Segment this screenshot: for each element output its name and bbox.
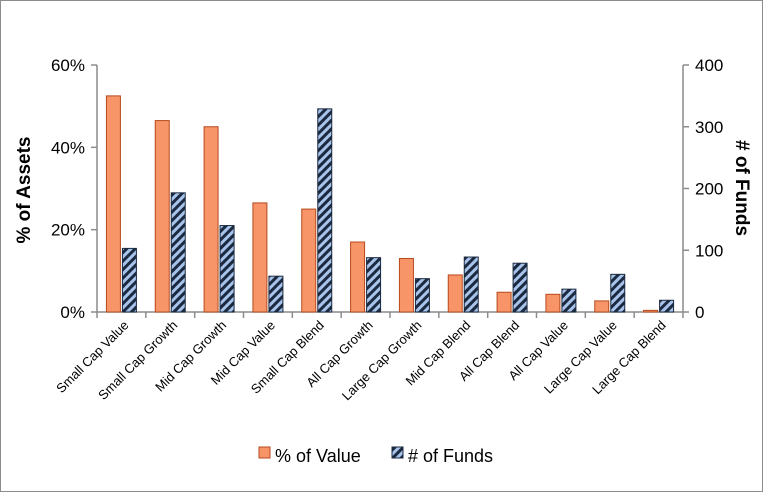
right-tick-label: 100 [695,241,723,260]
bar-funds [219,225,235,313]
bar-value [301,208,317,313]
bar-value [447,274,463,313]
bar-funds [561,288,577,313]
left-tick-label: 40% [51,138,85,157]
bar-value [252,202,268,313]
bar-funds [317,108,333,313]
left-tick-label: 20% [51,221,85,240]
bar-value [496,291,512,313]
legend-label-funds: # of Funds [408,446,493,466]
right-tick-label: 0 [695,303,704,322]
bar-value [154,120,170,313]
bar-value [203,126,219,313]
left-tick-label: 60% [51,56,85,75]
right-axis-title: # of Funds [731,140,752,236]
bar-value [594,300,610,313]
bar-value [545,293,561,313]
bar-funds [463,256,479,313]
bar-value [350,241,366,313]
bar-funds [170,192,186,313]
bar-funds [512,262,528,313]
bar-value [105,95,121,313]
bar-funds [268,275,284,313]
axes [91,64,689,318]
legend-label-value: % of Value [275,446,361,466]
bars [105,95,675,313]
bar-funds [610,273,626,313]
legend-swatch-funds [391,446,404,459]
right-tick-label: 400 [695,56,723,75]
legend: % of Value # of Funds [258,446,493,466]
bar-value [643,309,659,313]
left-axis-title: % of Assets [14,137,35,244]
right-tick-label: 300 [695,118,723,137]
bar-funds [366,257,382,313]
legend-swatch-value [258,446,271,459]
right-tick-label: 200 [695,180,723,199]
left-tick-label: 0% [60,303,85,322]
bar-funds [414,278,430,313]
bar-funds [121,247,137,313]
bar-value [398,257,414,313]
bar-funds [659,299,675,313]
